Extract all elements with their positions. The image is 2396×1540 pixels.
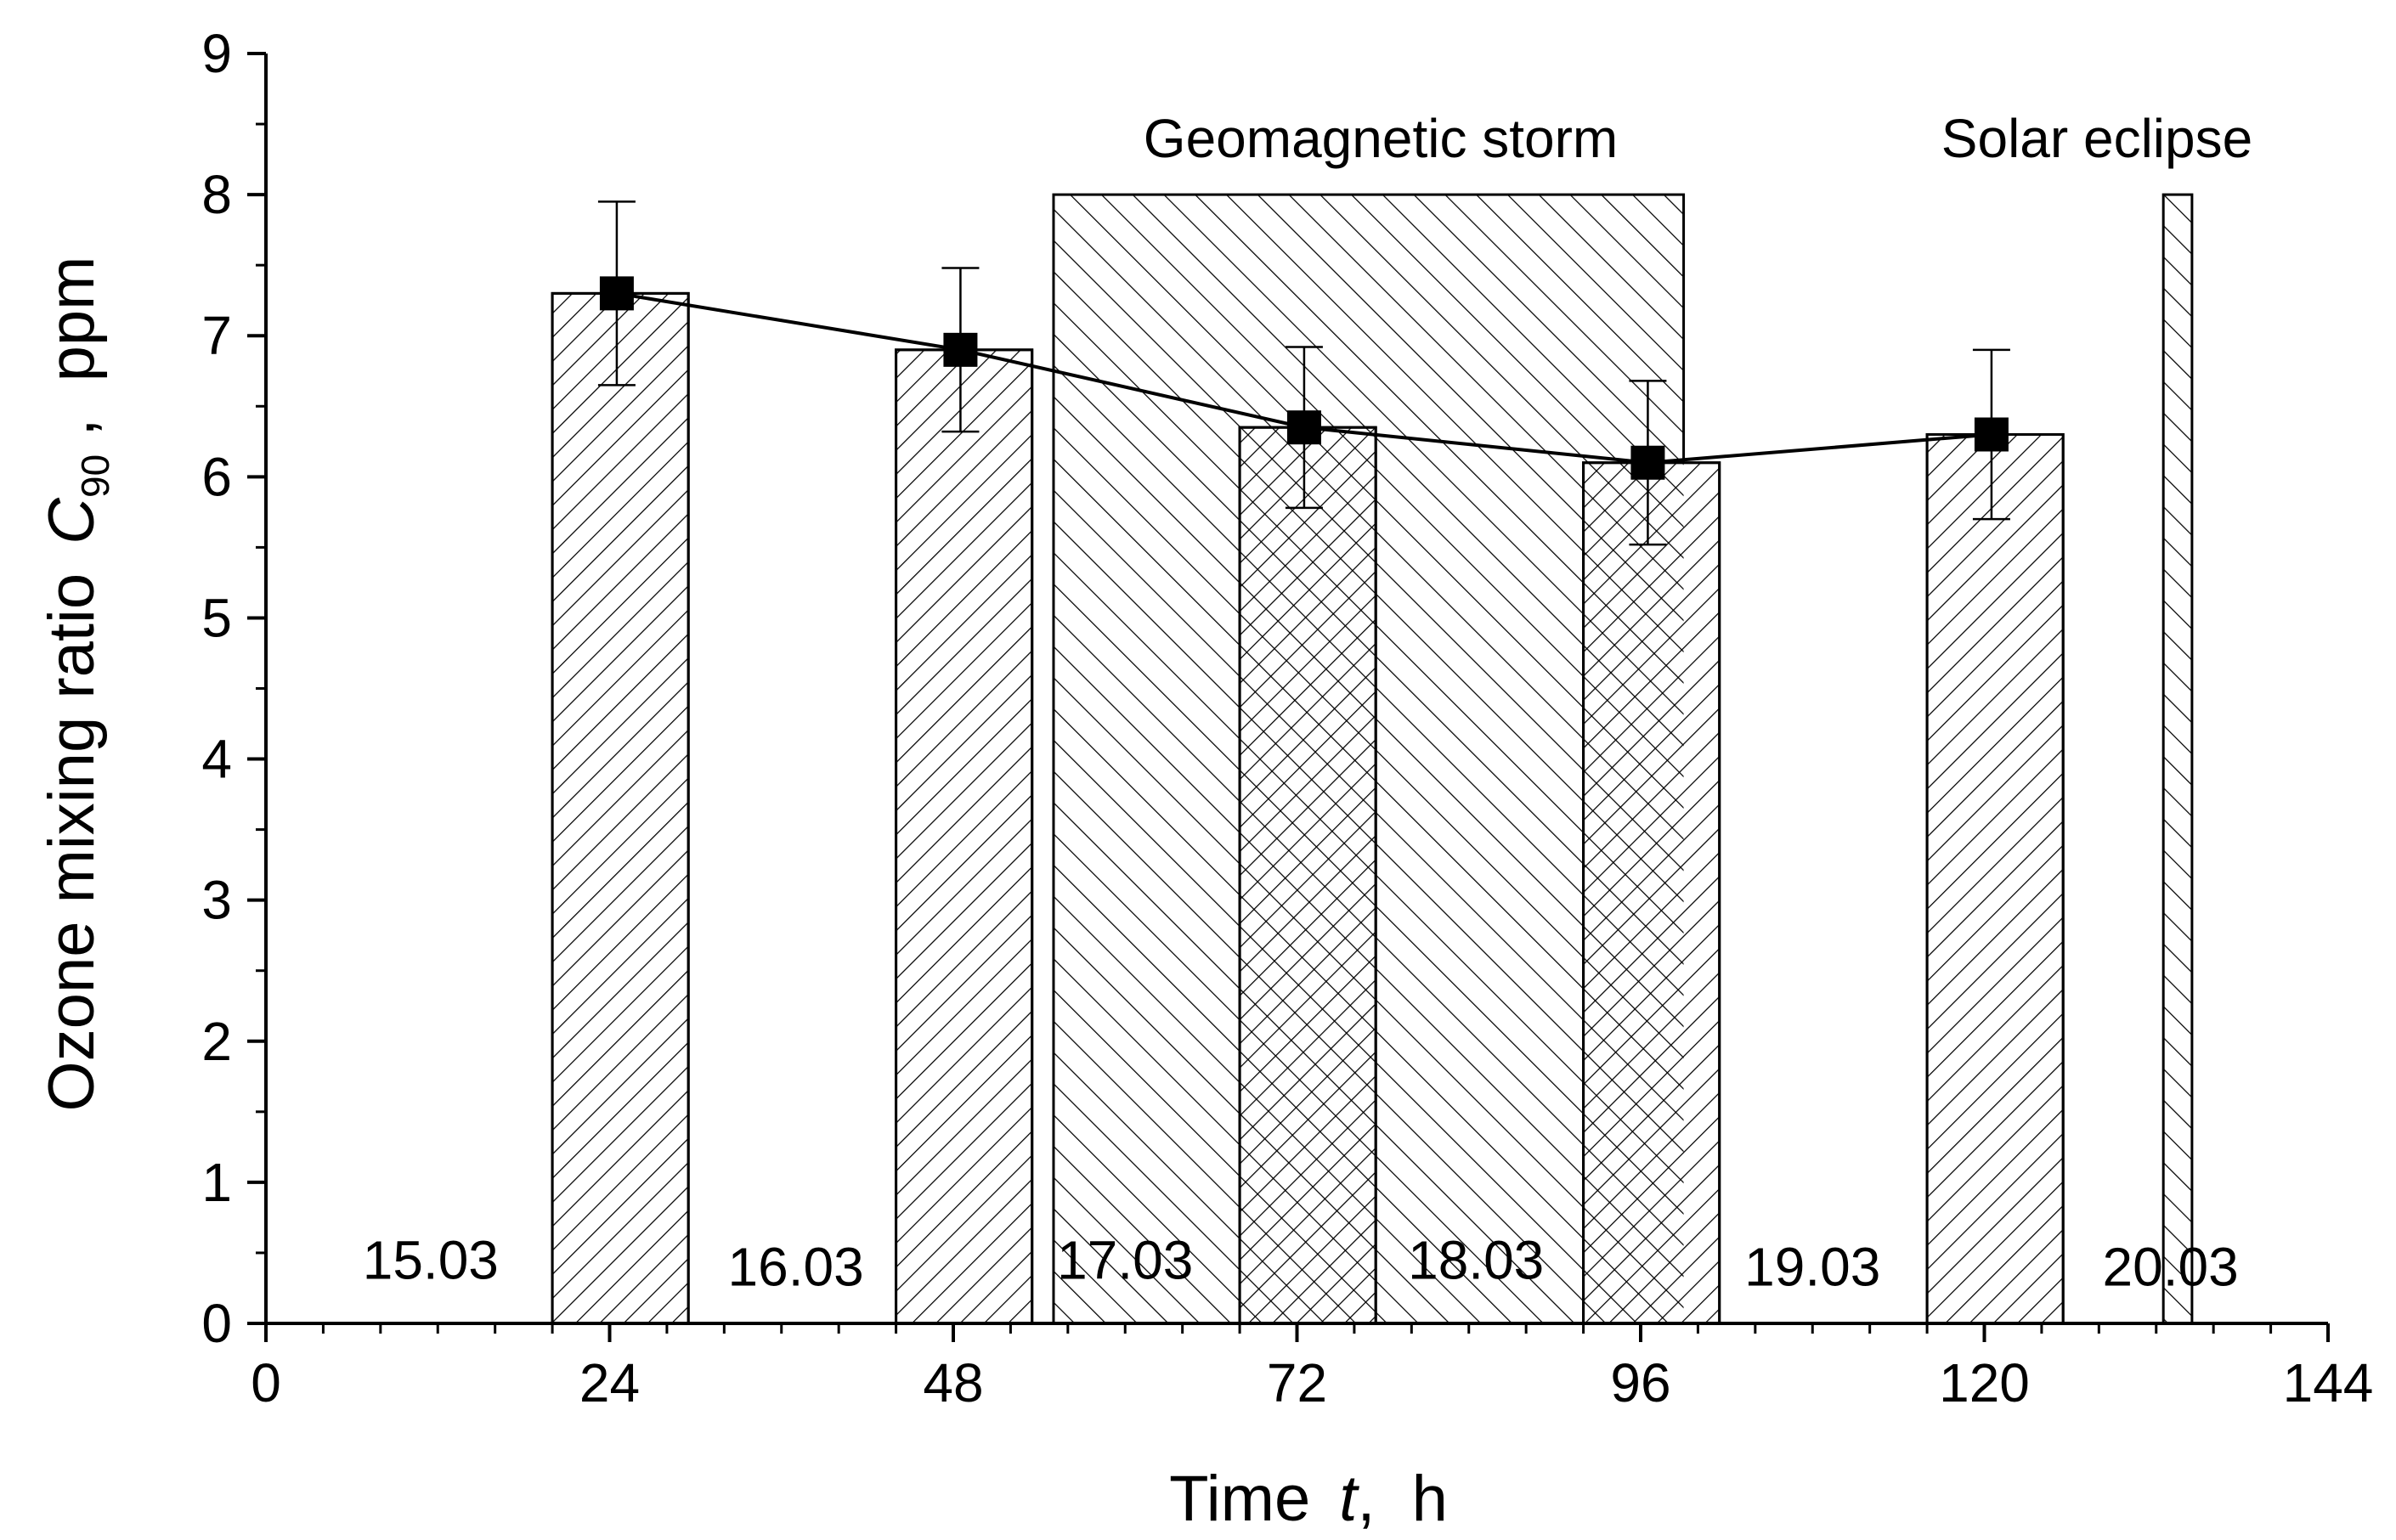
overlap-region <box>1240 427 1376 1323</box>
data-point <box>1286 410 1321 445</box>
annotations: 15.03 16.03 17.03 18.03 19.03 20.03 <box>363 1229 2239 1297</box>
bar-hatch <box>895 348 1034 1325</box>
day-label: 16.03 <box>728 1237 864 1298</box>
x-axis-title-sep: , <box>1357 1463 1393 1535</box>
x-axis-title-var: t <box>1339 1463 1359 1535</box>
y-tick-label: 7 <box>201 305 232 366</box>
y-axis-title: Ozone mixing ratio C90 , ppm <box>36 257 117 1112</box>
bar-hatch <box>1925 433 2065 1325</box>
x-tick-label: 144 <box>2283 1352 2374 1413</box>
x-tick-label: 120 <box>1939 1352 2030 1413</box>
ticks: 0 24 48 72 96 120 144 0 1 2 3 4 5 6 7 8 9 <box>201 23 2373 1413</box>
day-label: 15.03 <box>363 1229 499 1290</box>
day-label: 17.03 <box>1057 1229 1193 1290</box>
y-axis-title-unit: ppm <box>36 257 108 382</box>
y-tick-label: 1 <box>201 1152 232 1213</box>
y-axis-title-var: C <box>36 497 108 544</box>
x-axis-title-main: Time <box>1169 1463 1310 1535</box>
y-axis-title-main: Ozone mixing ratio <box>36 573 108 1112</box>
bar-hatch <box>551 291 690 1325</box>
x-axis-title-unit: h <box>1412 1463 1448 1535</box>
data-point <box>599 276 634 311</box>
y-tick-label: 5 <box>201 587 232 648</box>
x-tick-label: 72 <box>1267 1352 1327 1413</box>
x-tick-label: 0 <box>251 1352 281 1413</box>
x-tick-label: 48 <box>923 1352 983 1413</box>
y-tick-label: 8 <box>201 164 232 225</box>
data-point <box>1974 417 2009 452</box>
event-region <box>2161 193 2194 1325</box>
overlap-regions <box>551 291 2065 1325</box>
data-point <box>1630 445 1665 480</box>
event-label: Geomagnetic storm <box>1144 108 1618 169</box>
x-tick-label: 96 <box>1610 1352 1670 1413</box>
y-axis-title-sep: , <box>36 400 108 454</box>
overlap-region <box>1583 462 1684 1323</box>
y-tick-label: 3 <box>201 870 232 931</box>
day-label: 20.03 <box>2103 1237 2239 1298</box>
y-axis-title-sub: 90 <box>73 454 117 498</box>
x-tick-label: 24 <box>579 1352 640 1413</box>
y-tick-label: 9 <box>201 23 232 84</box>
event-label: Solar eclipse <box>1941 108 2252 169</box>
x-axis-title: Time t, h <box>1169 1463 1448 1535</box>
y-tick-label: 0 <box>201 1293 232 1354</box>
y-tick-label: 2 <box>201 1011 232 1072</box>
day-label: 18.03 <box>1408 1229 1544 1290</box>
day-label: 19.03 <box>1744 1237 1880 1298</box>
y-tick-label: 4 <box>201 729 232 790</box>
series-c90 <box>597 200 2010 546</box>
y-tick-label: 6 <box>201 446 232 507</box>
data-point <box>943 332 978 367</box>
